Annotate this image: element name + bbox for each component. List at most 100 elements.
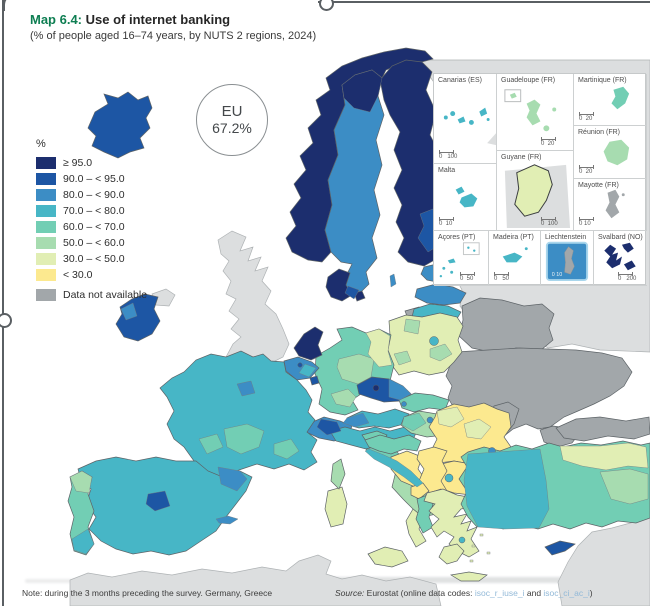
- inset-shape-malta: [455, 186, 478, 208]
- eu-value: 67.2%: [212, 119, 252, 136]
- region-bratislava: [401, 401, 407, 407]
- region-sweden-north: [341, 69, 383, 113]
- region-warsaw: [429, 336, 439, 346]
- source-prefix: Source:: [335, 588, 365, 598]
- legend-row: 90.0 – < 95.0: [36, 171, 147, 187]
- inset-scalebar: 0 50: [494, 272, 509, 282]
- island-aegean-4: [469, 559, 474, 563]
- inset-scalebar: 0 10: [439, 217, 454, 227]
- region-switzerland-zurich: [316, 418, 342, 436]
- legend-swatch: [36, 253, 56, 265]
- country-latvia: [414, 283, 467, 306]
- map-title-text: Use of internet banking: [82, 12, 231, 27]
- country-georgia: [555, 416, 650, 442]
- region-portugal-south: [71, 528, 95, 555]
- legend-swatch: [36, 157, 56, 169]
- region-turkey-northeast: [559, 442, 649, 471]
- country-luxembourg: [309, 375, 320, 386]
- page-frame-left: [2, 0, 4, 606]
- legend-swatch: [36, 173, 56, 185]
- legend-swatch: [36, 269, 56, 281]
- legend-swatch: [36, 289, 56, 301]
- binder-ring-top: [319, 0, 334, 11]
- inset-guyane: Guyane (FR) 0 100: [497, 151, 574, 231]
- inset-reunion: Réunion (FR) 0 20: [574, 126, 647, 179]
- legend-row: 80.0 – < 90.0: [36, 187, 147, 203]
- country-united-kingdom: [151, 230, 290, 365]
- legend: % ≥ 95.0 90.0 – < 95.0 80.0 – < 90.0 70.…: [36, 138, 147, 303]
- region-sofia: [444, 473, 454, 483]
- country-belarus: [458, 297, 555, 354]
- island-aegean-3: [486, 551, 491, 555]
- region-prague: [372, 384, 380, 392]
- region-czechia-east: [388, 378, 412, 401]
- region-romania-northwest: [436, 406, 465, 428]
- region-turkey-west: [463, 448, 550, 530]
- island-aegean-2: [479, 533, 484, 537]
- region-portugal-north: [69, 470, 93, 494]
- region-france-center: [223, 423, 265, 455]
- legend-row: Data not available: [36, 287, 147, 303]
- region-germany-east: [365, 328, 393, 368]
- region-germany-center: [336, 353, 375, 385]
- island-sicily: [367, 546, 409, 568]
- map-subtitle: (% of people aged 16–74 years, by NUTS 2…: [30, 30, 317, 42]
- island-sardinia: [324, 486, 348, 528]
- region-madrid: [145, 490, 171, 512]
- legend-row: 30.0 – < 50.0: [36, 251, 147, 267]
- region-croatia-coast: [364, 448, 424, 488]
- island-crete: [450, 571, 488, 582]
- inset-shape-svalbard: [604, 242, 636, 271]
- inset-scalebar: 0 200: [618, 272, 636, 282]
- region-belgium-east: [298, 363, 317, 378]
- region-austria-west: [342, 412, 370, 428]
- source-code-link-1[interactable]: isoc_r_iuse_i: [474, 588, 525, 598]
- source-code-link-2[interactable]: isoc_ci_ac_i: [543, 588, 590, 598]
- inset-shape-acores: [439, 242, 480, 278]
- legend-swatch: [36, 189, 56, 201]
- legend-row: ≥ 95.0: [36, 155, 147, 171]
- legend-row: < 30.0: [36, 267, 147, 283]
- inset-scalebar: 0 100: [439, 150, 457, 160]
- legend-row: 60.0 – < 70.0: [36, 219, 147, 235]
- inset-scale-liechtenstein: 0 10: [552, 272, 562, 278]
- region-hungary-west: [401, 412, 427, 432]
- legend-swatch: [36, 205, 56, 217]
- region-poland-northwest: [403, 318, 421, 335]
- page-frame-top: [318, 1, 650, 3]
- page-frame-corner: [3, 0, 19, 11]
- country-ireland: [115, 293, 161, 342]
- inset-shape-reunion: [603, 139, 630, 166]
- map-title: Map 6.4: Use of internet banking: [30, 12, 230, 27]
- inset-scalebar: 0 20: [579, 165, 594, 175]
- map-number: Map 6.4:: [30, 12, 83, 27]
- region-peloponnese: [438, 543, 465, 565]
- inset-shape-guadeloupe: [504, 89, 557, 132]
- eu-label: EU: [221, 103, 243, 121]
- region-catalonia: [217, 466, 248, 492]
- region-north-africa: [69, 554, 442, 606]
- legend-unit: %: [36, 138, 46, 150]
- inset-liechtenstein: Liechtenstein 0 10: [541, 231, 594, 286]
- inset-scalebar: 0 10: [579, 217, 594, 227]
- region-france-southwest: [198, 433, 224, 455]
- inset-mayotte: Mayotte (FR) 0 10: [574, 179, 647, 231]
- inset-martinique: Martinique (FR) 0 20: [574, 74, 647, 126]
- inset-svalbard: Svalbard (NO) 0 200: [594, 231, 647, 286]
- region-poland-west: [393, 350, 412, 366]
- inset-shape-liechtenstein: 0 10: [545, 241, 589, 282]
- island-cyprus: [544, 540, 576, 556]
- inset-acores: Açores (PT) 0 50: [434, 231, 489, 286]
- legend-row: 70.0 – < 80.0: [36, 203, 147, 219]
- inset-malta: Malta 0 10: [434, 164, 497, 231]
- region-budapest: [426, 416, 434, 424]
- region-ireland-west: [120, 302, 138, 321]
- region-turkey-east: [599, 468, 649, 505]
- island-aegean-1: [471, 544, 476, 548]
- region-germany-south: [330, 388, 357, 408]
- eu-average-badge: EU 67.2%: [196, 84, 268, 156]
- inset-shape-canarias: [443, 107, 496, 146]
- inset-scalebar: 0 20: [541, 137, 556, 147]
- inset-panel: Canarias (ES) 0 100 Malta 0 10 Guadeloup…: [433, 73, 647, 286]
